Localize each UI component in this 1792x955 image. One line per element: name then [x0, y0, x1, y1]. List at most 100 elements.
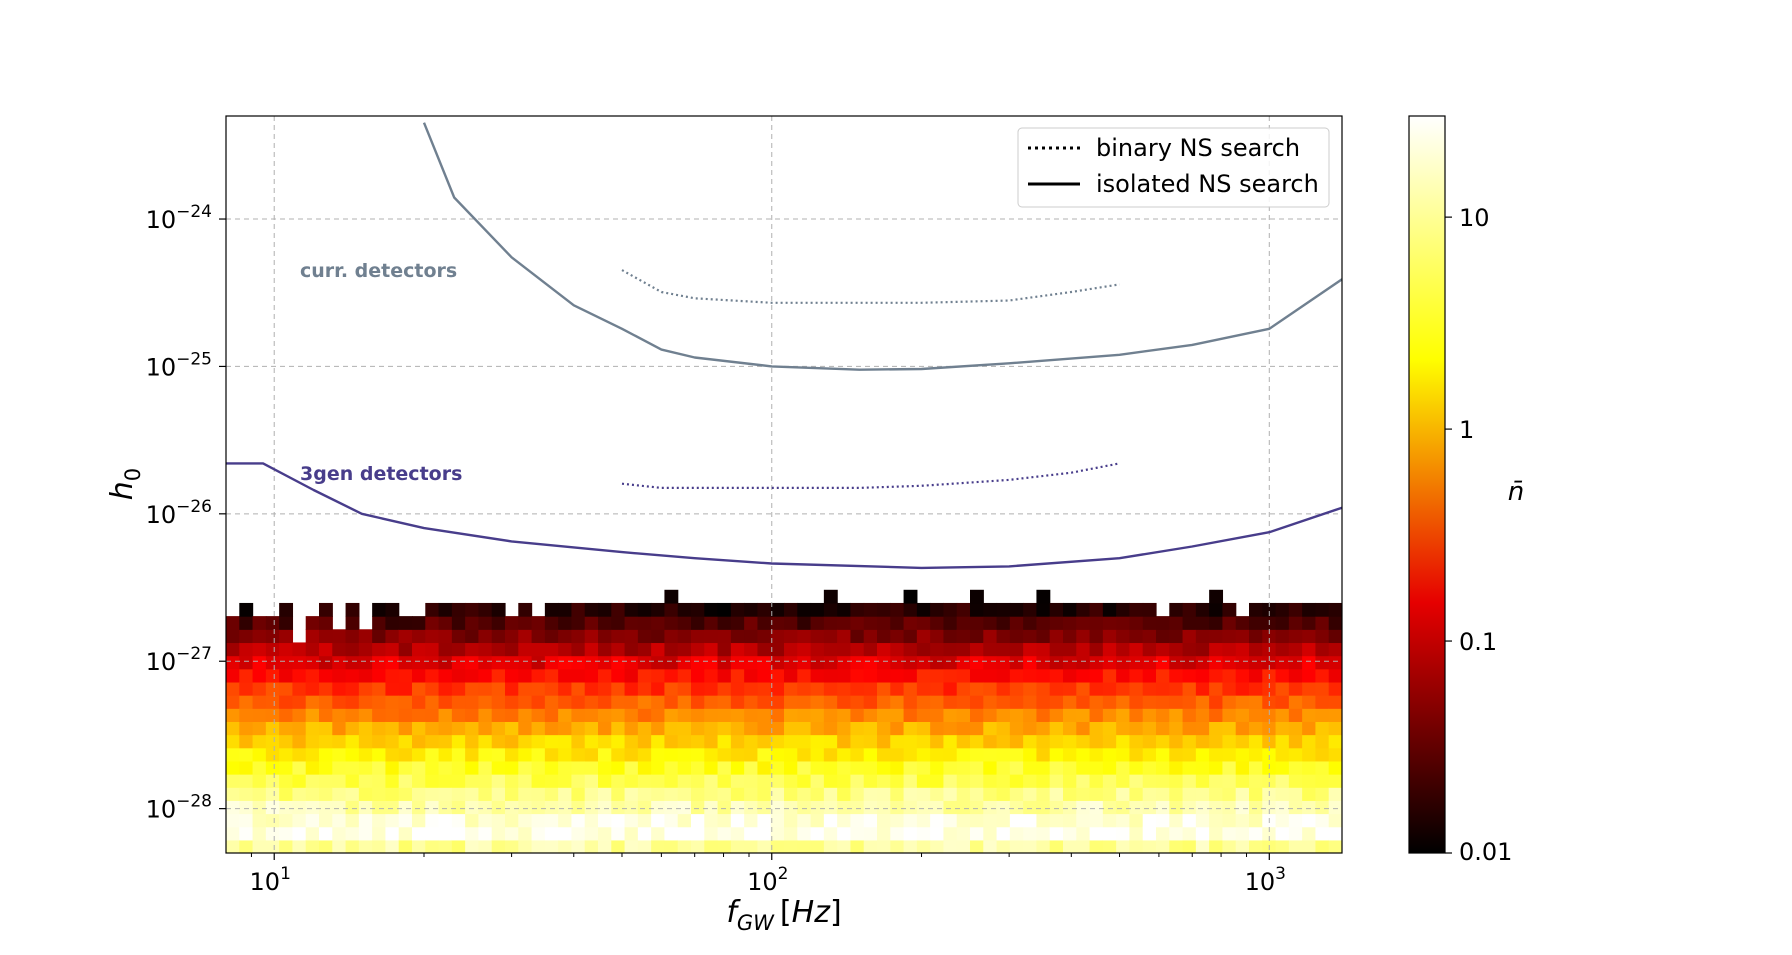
- heatmap-cell: [1315, 602, 1330, 617]
- heatmap-cell: [1262, 774, 1277, 788]
- heatmap-cell: [1275, 602, 1290, 617]
- heatmap-cell: [598, 760, 612, 775]
- heatmap-cell: [863, 721, 878, 736]
- heatmap-cell: [1076, 642, 1091, 657]
- heatmap-cell: [332, 695, 347, 709]
- heatmap-cell: [797, 655, 812, 670]
- heatmap-cell: [265, 787, 280, 801]
- heatmap-cell: [558, 695, 573, 709]
- heatmap-cell: [717, 760, 732, 775]
- heatmap-cell: [1195, 681, 1210, 696]
- heatmap-cell: [730, 642, 745, 657]
- heatmap-cell: [1089, 813, 1104, 828]
- heatmap-cell: [730, 774, 745, 788]
- heatmap-cell: [970, 695, 984, 709]
- heatmap-cell: [877, 734, 891, 749]
- heatmap-cell: [1023, 602, 1038, 617]
- heatmap-cell: [890, 734, 905, 749]
- heatmap-cell: [425, 826, 440, 841]
- heatmap-cell: [691, 602, 705, 617]
- heatmap-cell: [451, 747, 466, 762]
- heatmap-cell: [571, 800, 586, 815]
- heatmap-cell: [664, 800, 679, 815]
- heatmap-cell: [279, 787, 294, 801]
- heatmap-cell: [451, 787, 466, 801]
- heatmap-cell: [677, 655, 692, 670]
- colorbar-tick-label: 1: [1459, 416, 1474, 444]
- heatmap-cell: [438, 839, 453, 853]
- heatmap-cell: [704, 721, 719, 736]
- heatmap-cell: [1142, 747, 1157, 762]
- heatmap-cell: [412, 787, 426, 801]
- heatmap-cell: [398, 813, 413, 828]
- heatmap-cell: [637, 695, 652, 709]
- heatmap-cell: [465, 760, 480, 775]
- y-tick-label: 10−28: [146, 792, 212, 824]
- heatmap-cell: [637, 629, 652, 644]
- heatmap-cell: [279, 616, 294, 630]
- heatmap-cell: [691, 642, 705, 657]
- heatmap-cell: [1009, 839, 1024, 853]
- heatmap-cell: [1169, 747, 1184, 762]
- heatmap-cell: [970, 813, 984, 828]
- heatmap-cell: [252, 839, 267, 853]
- heatmap-cell: [544, 695, 559, 709]
- heatmap-cell: [651, 800, 666, 815]
- heatmap-cell: [252, 616, 267, 630]
- heatmap-cell: [916, 629, 931, 644]
- heatmap-cell: [319, 826, 333, 841]
- heatmap-cell: [744, 695, 759, 709]
- heatmap-cell: [518, 708, 533, 722]
- heatmap-cell: [1302, 826, 1317, 841]
- heatmap-cell: [279, 813, 294, 828]
- heatmap-cell: [544, 747, 559, 762]
- heatmap-cell: [1328, 774, 1342, 788]
- heatmap-cell: [1129, 616, 1144, 630]
- heatmap-cell: [930, 602, 945, 617]
- heatmap-cell: [265, 813, 280, 828]
- heatmap-cell: [1195, 800, 1210, 815]
- heatmap-cell: [704, 708, 719, 722]
- heatmap-cell: [1063, 787, 1077, 801]
- heatmap-cell: [239, 826, 254, 841]
- heatmap-cell: [505, 708, 519, 722]
- heatmap-cell: [598, 708, 612, 722]
- heatmap-cell: [345, 708, 360, 722]
- heatmap-cell: [664, 826, 679, 841]
- heatmap-cell: [1235, 681, 1250, 696]
- heatmap-cell: [983, 708, 998, 722]
- heatmap-cell: [372, 708, 387, 722]
- heatmap-cell: [651, 721, 666, 736]
- heatmap-cell: [1102, 800, 1117, 815]
- heatmap-cell: [624, 813, 639, 828]
- heatmap-cell: [1023, 721, 1038, 736]
- heatmap-cell: [1195, 708, 1210, 722]
- heatmap-cell: [279, 734, 294, 749]
- heatmap-cell: [770, 734, 785, 749]
- heatmap-cell: [226, 774, 240, 788]
- heatmap-cell: [664, 681, 679, 696]
- heatmap-cell: [943, 655, 958, 670]
- heatmap-cell: [385, 668, 400, 683]
- heatmap-cell: [292, 695, 307, 709]
- heatmap-cell: [1169, 734, 1184, 749]
- heatmap-cell: [558, 708, 573, 722]
- heatmap-cell: [226, 642, 240, 657]
- heatmap-cell: [531, 747, 546, 762]
- heatmap-cell: [239, 695, 254, 709]
- heatmap-cell: [1102, 668, 1117, 683]
- heatmap-cell: [531, 734, 546, 749]
- heatmap-cell: [943, 602, 958, 617]
- heatmap-cell: [571, 839, 586, 853]
- heatmap-cell: [305, 760, 320, 775]
- heatmap-cell: [956, 708, 971, 722]
- heatmap-cell: [1275, 826, 1290, 841]
- heatmap-cell: [664, 668, 679, 683]
- heatmap-cell: [292, 800, 307, 815]
- heatmap-cell: [319, 787, 333, 801]
- heatmap-cell: [1249, 642, 1263, 657]
- heatmap-cell: [571, 734, 586, 749]
- heatmap-cell: [717, 747, 732, 762]
- heatmap-cell: [1063, 616, 1077, 630]
